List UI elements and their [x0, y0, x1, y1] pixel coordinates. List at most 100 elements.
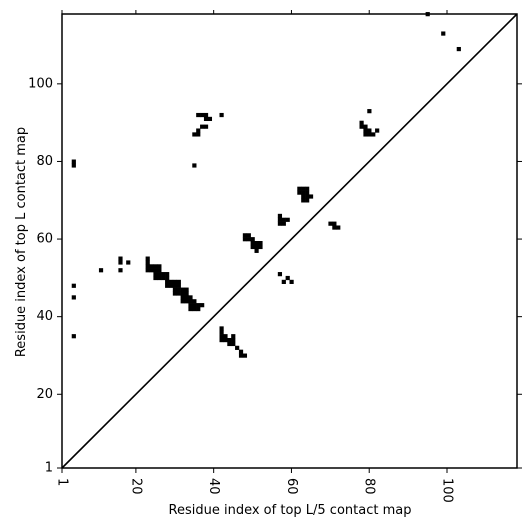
x-tick-label: 100 — [440, 478, 455, 503]
contact-point — [165, 275, 170, 281]
contact-point — [176, 279, 181, 284]
contact-point — [332, 225, 337, 230]
contact-point — [71, 334, 76, 339]
contact-point — [242, 353, 248, 358]
contact-point — [192, 303, 197, 308]
contact-point — [297, 190, 302, 195]
contact-point — [168, 279, 174, 284]
contact-point — [126, 260, 131, 265]
contact-point — [157, 272, 162, 277]
contact-point — [168, 283, 174, 288]
contact-point — [98, 268, 104, 273]
contact-point — [184, 291, 189, 296]
contact-point — [180, 295, 185, 300]
contact-point — [231, 341, 236, 347]
contact-point — [258, 244, 263, 250]
contact-point — [258, 241, 263, 246]
contact-point — [71, 163, 76, 168]
contact-point — [328, 221, 333, 226]
contact-point — [332, 221, 337, 226]
contact-point — [145, 264, 150, 269]
x-tick-label: 60 — [284, 478, 299, 495]
contact-point — [200, 124, 205, 129]
contact-point — [200, 303, 205, 308]
contact-point — [118, 260, 123, 265]
contact-point — [223, 338, 228, 343]
contact-point — [207, 116, 213, 122]
contact-point — [188, 295, 193, 300]
plot-frame — [61, 13, 518, 469]
contact-point — [231, 334, 236, 339]
contact-point — [301, 194, 306, 199]
contact-point — [172, 291, 178, 296]
contact-point — [305, 186, 310, 191]
contact-point — [172, 287, 178, 292]
contact-point — [149, 264, 154, 269]
contact-point — [196, 128, 201, 133]
contact-point — [203, 124, 209, 129]
contact-point — [250, 244, 255, 250]
y-tick-label: 20 — [36, 387, 53, 402]
contact-point — [192, 132, 197, 137]
contact-point — [161, 275, 166, 281]
contact-point — [153, 275, 158, 281]
contact-point — [308, 194, 314, 199]
contact-point — [196, 112, 201, 118]
contact-point — [375, 128, 380, 133]
x-tick-label: 1 — [55, 478, 70, 486]
contact-point — [180, 287, 185, 292]
x-tick-label: 80 — [362, 478, 377, 495]
contact-point — [277, 217, 283, 222]
contact-point — [277, 221, 283, 226]
contact-point — [359, 124, 364, 129]
contact-point — [157, 264, 162, 269]
contact-point — [336, 225, 341, 230]
contact-point — [281, 279, 286, 284]
contact-point — [250, 241, 255, 246]
contact-point — [281, 221, 286, 226]
contact-point — [441, 31, 446, 36]
contact-point — [281, 217, 286, 222]
contact-point — [285, 217, 290, 222]
contact-point — [297, 186, 302, 191]
contact-point — [359, 120, 364, 125]
contact-point — [149, 268, 154, 273]
contact-point — [301, 186, 306, 191]
contact-point — [172, 283, 178, 288]
contact-point — [285, 275, 290, 281]
contact-point — [250, 237, 255, 242]
contact-point — [188, 306, 193, 312]
contact-point — [223, 334, 228, 339]
contact-point — [277, 272, 283, 277]
contact-point — [305, 194, 310, 199]
contact-point — [219, 338, 224, 343]
contact-point — [176, 287, 181, 292]
contact-point — [165, 279, 170, 284]
contact-point — [153, 264, 158, 269]
contact-point — [227, 338, 232, 343]
contact-point — [289, 279, 294, 284]
contact-point — [363, 124, 368, 129]
contact-point — [145, 268, 150, 273]
contact-point — [165, 272, 170, 277]
contact-point — [305, 190, 310, 195]
contact-point — [246, 233, 251, 238]
x-axis-label: Residue index of top L/5 contact map — [169, 503, 412, 518]
contact-point — [456, 46, 461, 52]
contact-point — [371, 132, 376, 137]
x-tick-label: 40 — [206, 478, 221, 495]
contact-point — [165, 283, 170, 288]
contact-point — [254, 248, 259, 253]
contact-point — [277, 213, 283, 219]
contact-point — [157, 275, 162, 281]
contact-point — [71, 295, 76, 300]
contact-point — [184, 287, 189, 292]
contact-point — [188, 303, 193, 308]
contact-point — [254, 241, 259, 246]
contact-point — [301, 190, 306, 195]
contact-point — [145, 256, 150, 261]
contact-point — [145, 260, 150, 265]
contact-point — [196, 303, 201, 308]
contact-point — [227, 341, 232, 347]
